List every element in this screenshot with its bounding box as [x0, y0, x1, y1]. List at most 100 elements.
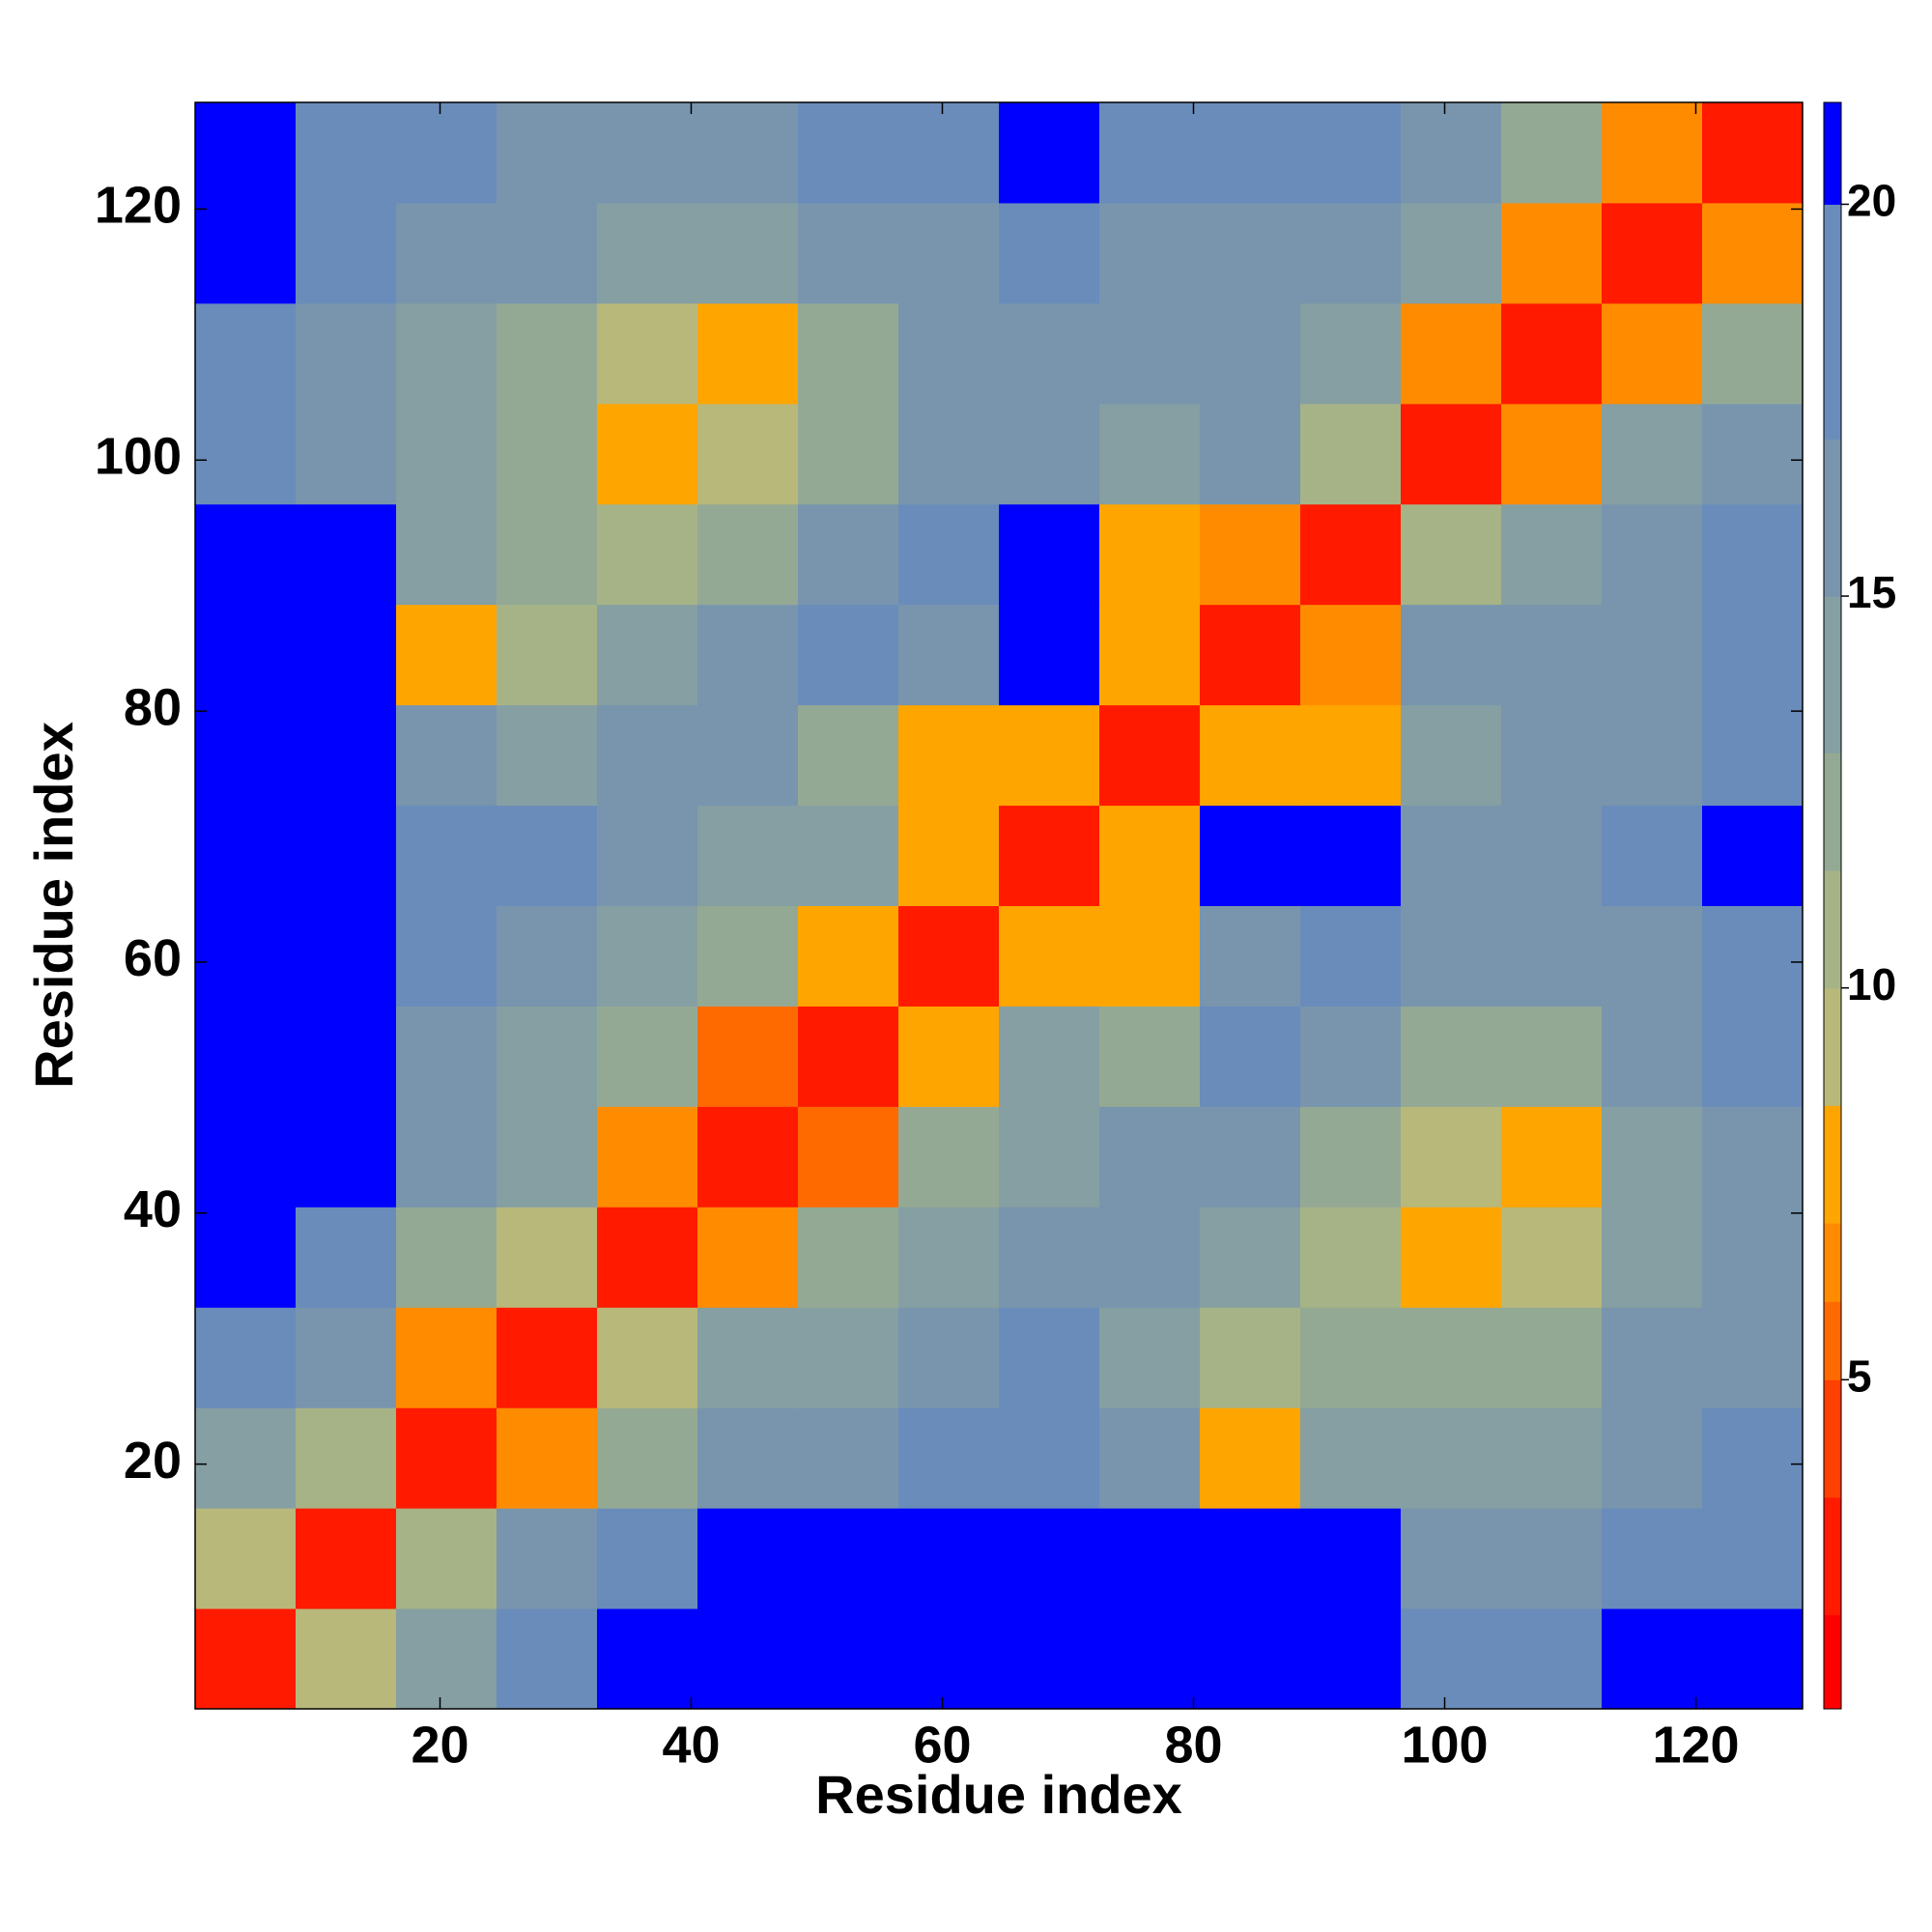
heatmap-cell: [1602, 503, 1703, 606]
heatmap-cell: [1501, 704, 1603, 807]
heatmap-cell: [798, 1407, 899, 1509]
colorbar-tick-label: 15: [1847, 567, 1896, 617]
heatmap-cell: [296, 403, 397, 505]
heatmap-cell: [1099, 202, 1201, 304]
heatmap-cell: [396, 202, 497, 304]
heatmap-cell: [798, 1307, 899, 1408]
heatmap-cell: [1401, 202, 1502, 304]
colorbar-segment: [1824, 869, 1841, 989]
heatmap-cell: [1300, 1006, 1402, 1107]
heatmap-cell: [195, 302, 297, 405]
heatmap-cell: [195, 1407, 297, 1509]
heatmap-cell: [798, 1508, 899, 1609]
heatmap-cell: [1702, 1508, 1804, 1609]
heatmap-cell: [195, 1106, 297, 1208]
y-tick-label: 20: [124, 1432, 182, 1490]
heatmap-cell: [1401, 102, 1502, 204]
heatmap-cell: [1200, 403, 1301, 505]
heatmap-cell: [798, 604, 899, 706]
heatmap-cell: [1200, 202, 1301, 304]
heatmap-cell: [999, 805, 1100, 906]
heatmap-cell: [898, 1006, 1000, 1107]
heatmap-cell: [1401, 1307, 1502, 1408]
heatmap-cell: [1099, 503, 1201, 606]
heatmap-cell: [999, 1006, 1100, 1107]
heatmap-cell: [1200, 1608, 1301, 1710]
heatmap-cell: [396, 1106, 497, 1208]
heatmap-cell: [1300, 1508, 1402, 1609]
heatmap-cell: [497, 1608, 598, 1710]
heatmap-cell: [1602, 102, 1703, 204]
heatmap-cell: [1099, 704, 1201, 807]
y-tick-label: 60: [124, 929, 182, 987]
heatmap-cell: [1702, 1407, 1804, 1509]
colorbar-segment: [1824, 204, 1841, 440]
x-axis-title: Residue index: [815, 1764, 1182, 1825]
heatmap-cell: [898, 1407, 1000, 1509]
heatmap-cell: [1300, 302, 1402, 405]
heatmap-cell: [497, 302, 598, 405]
heatmap-cell: [296, 1106, 397, 1208]
heatmap-cell: [697, 102, 799, 204]
heatmap-cell: [1099, 604, 1201, 706]
heatmap-cell: [497, 604, 598, 706]
y-axis-title: Residue index: [23, 722, 84, 1089]
heatmap-cell: [1501, 403, 1603, 505]
y-tick-label: 120: [95, 177, 182, 235]
heatmap-cell: [1300, 1608, 1402, 1710]
heatmap-cell: [195, 604, 297, 706]
colorbar-segment: [1824, 596, 1841, 753]
x-tick-label: 40: [662, 1716, 720, 1774]
heatmap-cell: [1401, 1207, 1502, 1308]
heatmap-cell: [497, 1407, 598, 1509]
heatmap-cell: [1099, 302, 1201, 405]
heatmap-cell: [1602, 1106, 1703, 1208]
heatmap-cell: [1200, 704, 1301, 807]
heatmap-cell: [396, 302, 497, 405]
heatmap-cell: [1200, 503, 1301, 606]
heatmap-cell: [1501, 604, 1603, 706]
heatmap-cell: [1501, 503, 1603, 606]
heatmap-cell: [697, 1307, 799, 1408]
heatmap-cell: [999, 503, 1100, 606]
heatmap-cell: [1702, 503, 1804, 606]
heatmap-cell: [1300, 202, 1402, 304]
colorbar-segment: [1824, 102, 1841, 205]
heatmap-cell: [1401, 1608, 1502, 1710]
heatmap-cell: [497, 1508, 598, 1609]
heatmap-cell: [1702, 604, 1804, 706]
heatmap-cell: [497, 102, 598, 204]
heatmap-cell: [999, 905, 1100, 1007]
heatmap-cell: [1602, 1508, 1703, 1609]
heatmap-cell: [1300, 704, 1402, 807]
heatmap-cell: [296, 202, 397, 304]
heatmap-cell: [1401, 905, 1502, 1007]
colorbar-segment: [1824, 1301, 1841, 1380]
heatmap-cell: [1200, 302, 1301, 405]
heatmap-cell: [1099, 1106, 1201, 1208]
heatmap-cell: [396, 102, 497, 204]
colorbar-tick-label: 20: [1847, 176, 1896, 226]
heatmap-cell: [396, 604, 497, 706]
heatmap-cell: [396, 805, 497, 906]
heatmap-cell: [999, 1508, 1100, 1609]
heatmap-cell: [1300, 1407, 1402, 1509]
heatmap-cell: [999, 1307, 1100, 1408]
heatmap-cell: [597, 1407, 698, 1509]
heatmap-cell: [898, 1106, 1000, 1208]
heatmap-cell: [999, 1608, 1100, 1710]
heatmap-cell: [798, 1608, 899, 1710]
heatmap-cell: [497, 503, 598, 606]
heatmap-cell: [195, 1207, 297, 1308]
heatmap-cell: [1200, 1407, 1301, 1509]
heatmap-cell: [999, 1106, 1100, 1208]
heatmap-cell: [1702, 1608, 1804, 1710]
heatmap-cell: [697, 805, 799, 906]
heatmap-cell: [195, 805, 297, 906]
heatmap-cell: [296, 1407, 397, 1509]
heatmap-cell: [1702, 1006, 1804, 1107]
heatmap-cell: [597, 1307, 698, 1408]
heatmap-cell: [195, 1307, 297, 1408]
heatmap-cell: [898, 1307, 1000, 1408]
heatmap-cell: [1602, 1608, 1703, 1710]
